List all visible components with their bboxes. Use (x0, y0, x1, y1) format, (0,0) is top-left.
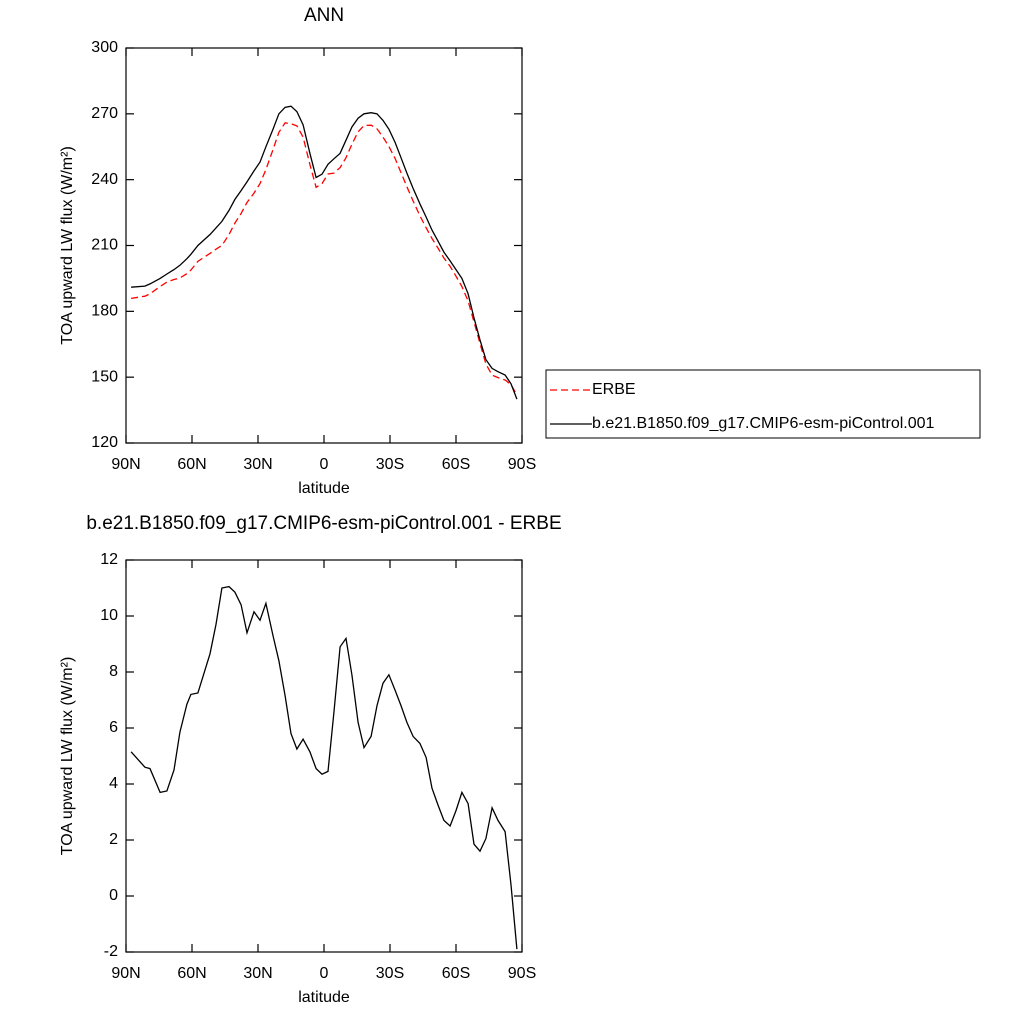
x-tick-label: 30S (376, 965, 404, 982)
y-tick-label: 120 (91, 434, 118, 451)
y-axis-label: TOA upward LW flux (W/m²) (59, 657, 76, 856)
y-tick-label: 210 (91, 237, 118, 254)
x-tick-label: 90N (111, 965, 140, 982)
y-tick-label: 270 (91, 105, 118, 122)
x-tick-label: 90S (508, 965, 536, 982)
x-tick-label: 60S (442, 965, 470, 982)
x-tick-label: 60S (442, 456, 470, 473)
data-line (130, 585, 518, 950)
chart-title: b.e21.B1850.f09_g17.CMIP6-esm-piControl.… (86, 513, 561, 534)
x-tick-label: 0 (320, 965, 329, 982)
x-axis-label: latitude (298, 480, 350, 497)
data-line (131, 105, 518, 400)
y-tick-label: -2 (104, 943, 118, 960)
x-tick-label: 90S (508, 456, 536, 473)
x-tick-label: 90N (111, 456, 140, 473)
x-tick-label: 60N (177, 965, 206, 982)
legend-label: ERBE (592, 381, 636, 398)
y-tick-label: 0 (109, 887, 118, 904)
data-line (130, 122, 518, 396)
y-tick-label: 4 (109, 775, 118, 792)
y-tick-label: 12 (100, 551, 118, 568)
plot-frame (125, 47, 523, 444)
x-tick-label: 30S (376, 456, 404, 473)
y-tick-label: 6 (109, 719, 118, 736)
x-axis-label: latitude (298, 989, 350, 1006)
x-tick-label: 60N (177, 456, 206, 473)
chart-title: ANN (304, 5, 344, 26)
y-tick-label: 8 (109, 663, 118, 680)
plot-frame (125, 559, 523, 953)
legend-box (545, 369, 981, 439)
y-tick-label: 150 (91, 368, 118, 385)
y-tick-label: 2 (109, 831, 118, 848)
y-tick-label: 240 (91, 171, 118, 188)
legend-label: b.e21.B1850.f09_g17.CMIP6-esm-piControl.… (592, 415, 935, 432)
y-tick-label: 300 (91, 39, 118, 56)
x-tick-label: 0 (320, 456, 329, 473)
y-tick-label: 10 (100, 607, 118, 624)
x-tick-label: 30N (243, 456, 272, 473)
y-tick-label: 180 (91, 303, 118, 320)
x-tick-label: 30N (243, 965, 272, 982)
y-axis-label: TOA upward LW flux (W/m²) (59, 146, 76, 345)
